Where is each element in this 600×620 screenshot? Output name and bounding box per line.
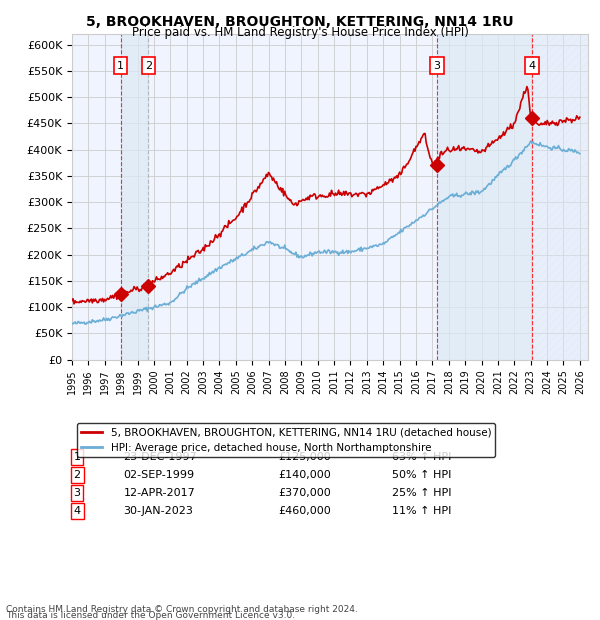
Text: This data is licensed under the Open Government Licence v3.0.: This data is licensed under the Open Gov… [6, 611, 295, 620]
Text: £370,000: £370,000 [278, 488, 331, 498]
Text: 4: 4 [529, 61, 536, 71]
Text: £460,000: £460,000 [278, 506, 331, 516]
Text: 4: 4 [74, 506, 81, 516]
Bar [532, 34, 588, 360]
Text: £125,000: £125,000 [278, 452, 331, 463]
Text: Contains HM Land Registry data © Crown copyright and database right 2024.: Contains HM Land Registry data © Crown c… [6, 604, 358, 614]
Text: 02-SEP-1999: 02-SEP-1999 [124, 470, 195, 480]
Text: 3: 3 [433, 61, 440, 71]
Text: 1: 1 [74, 452, 80, 463]
Text: 5, BROOKHAVEN, BROUGHTON, KETTERING, NN14 1RU: 5, BROOKHAVEN, BROUGHTON, KETTERING, NN1… [86, 16, 514, 30]
Text: £140,000: £140,000 [278, 470, 331, 480]
Text: 11% ↑ HPI: 11% ↑ HPI [392, 506, 451, 516]
Text: Price paid vs. HM Land Registry's House Price Index (HPI): Price paid vs. HM Land Registry's House … [131, 26, 469, 39]
Bar [121, 34, 148, 360]
Legend: 5, BROOKHAVEN, BROUGHTON, KETTERING, NN14 1RU (detached house), HPI: Average pri: 5, BROOKHAVEN, BROUGHTON, KETTERING, NN1… [77, 423, 496, 457]
Text: 1: 1 [117, 61, 124, 71]
Bar [437, 34, 532, 360]
Text: 12-APR-2017: 12-APR-2017 [124, 488, 196, 498]
Text: 50% ↑ HPI: 50% ↑ HPI [392, 470, 451, 480]
Text: 3: 3 [74, 488, 80, 498]
Text: 2: 2 [145, 61, 152, 71]
Text: 2: 2 [74, 470, 81, 480]
Text: 63% ↑ HPI: 63% ↑ HPI [392, 452, 451, 463]
Text: 23-DEC-1997: 23-DEC-1997 [124, 452, 197, 463]
Text: 30-JAN-2023: 30-JAN-2023 [124, 506, 193, 516]
Text: 25% ↑ HPI: 25% ↑ HPI [392, 488, 451, 498]
